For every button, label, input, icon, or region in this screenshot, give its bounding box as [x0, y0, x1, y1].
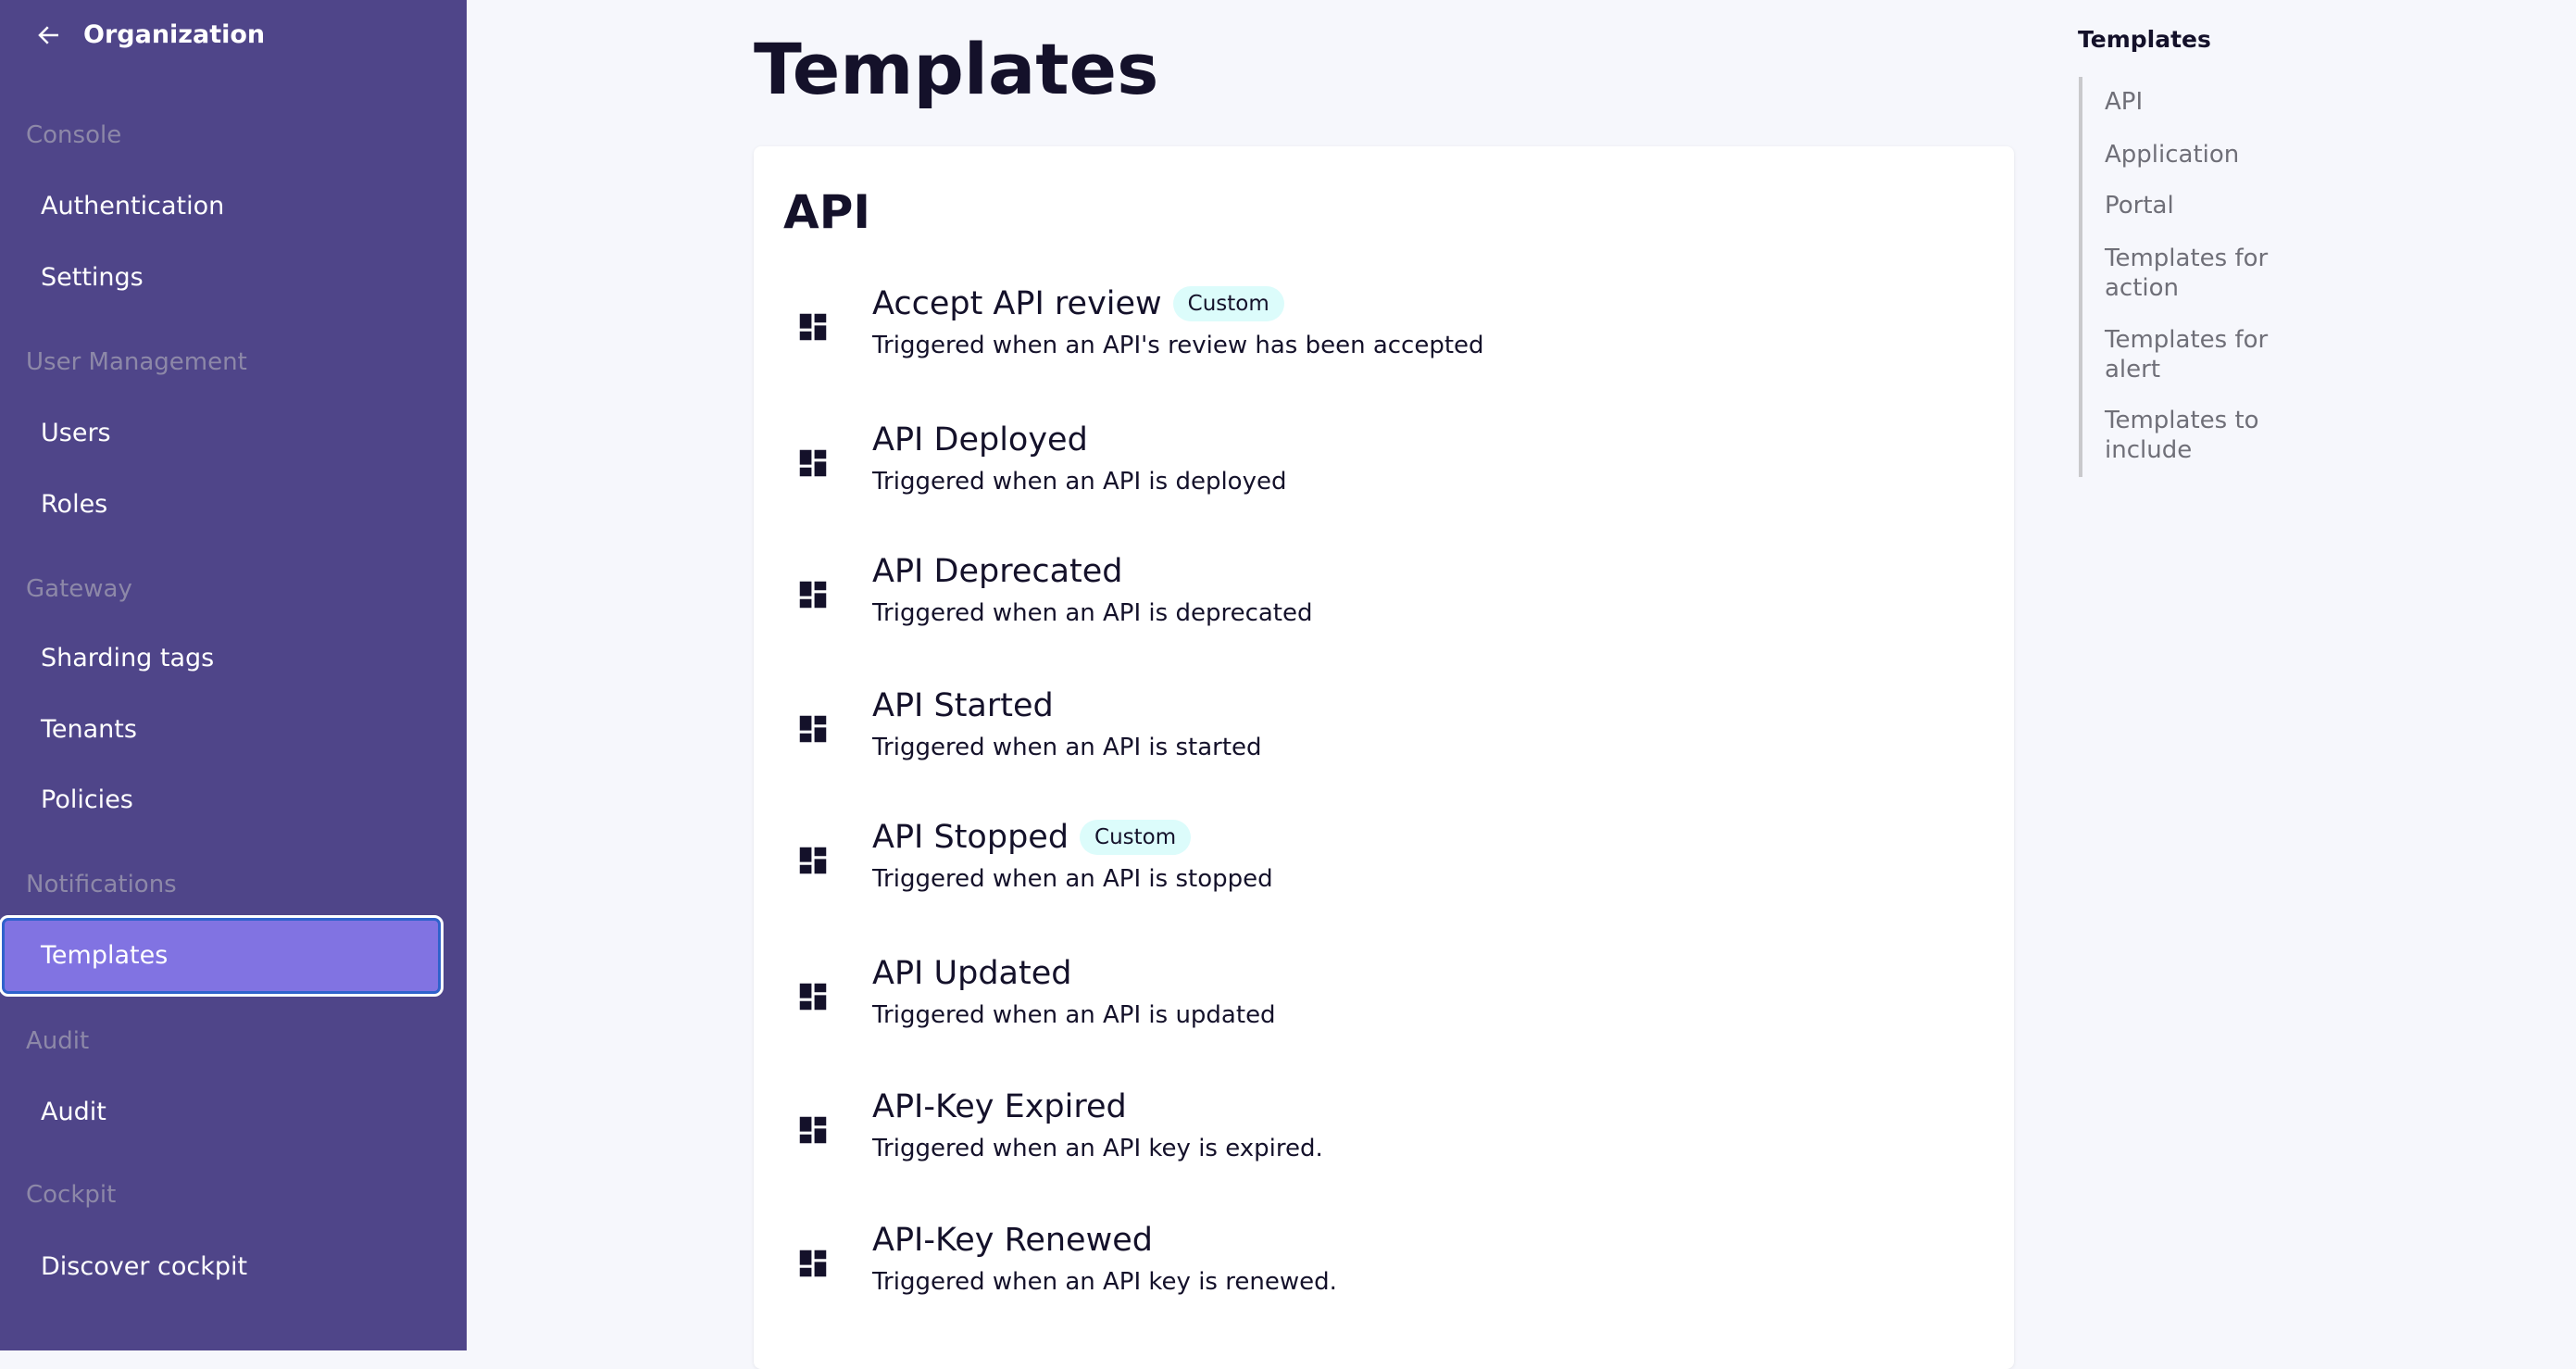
toc-item-templates-for-action[interactable]: Templates for action — [2105, 245, 2269, 302]
template-item[interactable]: API-Key Expired Triggered when an API ke… — [754, 1088, 2014, 1190]
sidebar-item-templates[interactable]: Templates — [0, 915, 444, 997]
template-item[interactable]: API Deprecated Triggered when an API is … — [754, 553, 2014, 655]
template-title-row: API Deprecated — [872, 553, 1123, 590]
sidebar-item-authentication[interactable]: Authentication — [41, 192, 225, 220]
sidebar-item-settings[interactable]: Settings — [41, 263, 144, 292]
template-description: Triggered when an API is started — [872, 734, 1262, 761]
template-description: Triggered when an API is stopped — [872, 865, 1273, 893]
toc-item-portal[interactable]: Portal — [2105, 192, 2174, 220]
sidebar-item-label: Templates — [41, 941, 169, 970]
custom-badge: Custom — [1172, 286, 1284, 321]
group-label-user-management: User Management — [26, 348, 247, 376]
sidebar-item-audit[interactable]: Audit — [41, 1098, 106, 1126]
dashboard-icon — [799, 715, 827, 743]
template-item[interactable]: API Stopped Custom Triggered when an API … — [754, 819, 2014, 921]
template-item[interactable]: API Updated Triggered when an API is upd… — [754, 955, 2014, 1057]
template-title-row: API-Key Expired — [872, 1088, 1127, 1125]
group-label-gateway: Gateway — [26, 575, 132, 603]
toc-title: Templates — [2078, 26, 2211, 53]
sidebar-item-sharding-tags[interactable]: Sharding tags — [41, 644, 215, 672]
template-title-row: API Started — [872, 687, 1054, 724]
template-item[interactable]: API Started Triggered when an API is sta… — [754, 687, 2014, 789]
sidebar-item-roles[interactable]: Roles — [41, 490, 108, 519]
custom-badge: Custom — [1080, 820, 1192, 855]
dashboard-icon — [799, 449, 827, 477]
template-description: Triggered when an API key is expired. — [872, 1135, 1323, 1162]
back-to-organization[interactable]: Organization — [35, 20, 265, 49]
group-label-notifications: Notifications — [26, 871, 177, 898]
template-title-row: Accept API review Custom — [872, 285, 1284, 322]
template-title: API Deprecated — [872, 553, 1123, 590]
back-label: Organization — [83, 20, 266, 49]
dashboard-icon — [799, 581, 827, 609]
group-label-audit: Audit — [26, 1027, 90, 1055]
template-description: Triggered when an API is updated — [872, 1001, 1276, 1029]
arrow-left-icon — [38, 25, 58, 44]
template-item[interactable]: Accept API review Custom Triggered when a… — [754, 285, 2014, 387]
template-description: Triggered when an API is deprecated — [872, 599, 1313, 627]
dashboard-icon — [799, 1116, 827, 1144]
template-title: API-Key Renewed — [872, 1222, 1153, 1259]
group-label-cockpit: Cockpit — [26, 1181, 117, 1209]
section-heading: API — [783, 185, 870, 239]
template-title-row: API Stopped Custom — [872, 819, 1192, 856]
template-description: Triggered when an API is deployed — [872, 468, 1287, 496]
template-description: Triggered when an API's review has been … — [872, 332, 1484, 359]
template-title-row: API-Key Renewed — [872, 1222, 1153, 1259]
sidebar-item-discover-cockpit[interactable]: Discover cockpit — [41, 1252, 248, 1281]
sidebar-item-policies[interactable]: Policies — [41, 785, 133, 814]
template-item[interactable]: API Deployed Triggered when an API is de… — [754, 421, 2014, 523]
group-label-console: Console — [26, 121, 122, 149]
sidebar: Organization Console Authentication Sett… — [0, 0, 467, 1350]
template-title: API Stopped — [872, 819, 1069, 856]
template-description: Triggered when an API key is renewed. — [872, 1268, 1337, 1296]
sidebar-item-users[interactable]: Users — [41, 419, 111, 447]
template-title: API-Key Expired — [872, 1088, 1127, 1125]
template-item[interactable]: API-Key Renewed Triggered when an API ke… — [754, 1222, 2014, 1324]
dashboard-icon — [799, 313, 827, 341]
dashboard-icon — [799, 1250, 827, 1277]
template-title: Accept API review — [872, 285, 1162, 322]
toc-item-api[interactable]: API — [2105, 88, 2144, 116]
template-title-row: API Deployed — [872, 421, 1088, 458]
template-title-row: API Updated — [872, 955, 1071, 992]
template-title: API Updated — [872, 955, 1072, 992]
template-title: API Deployed — [872, 421, 1088, 458]
sidebar-item-tenants[interactable]: Tenants — [41, 715, 137, 744]
toc-item-templates-for-alert[interactable]: Templates for alert — [2105, 326, 2269, 383]
toc-divider — [2079, 77, 2082, 477]
dashboard-icon — [799, 847, 827, 874]
template-title: API Started — [872, 687, 1054, 724]
page-title: Templates — [754, 28, 1159, 110]
toc-item-templates-to-include[interactable]: Templates to include — [2105, 407, 2259, 464]
templates-card: API Accept API review Custom Triggered wh… — [754, 146, 2014, 1369]
dashboard-icon — [799, 983, 827, 1011]
toc-item-application[interactable]: Application — [2105, 141, 2240, 169]
